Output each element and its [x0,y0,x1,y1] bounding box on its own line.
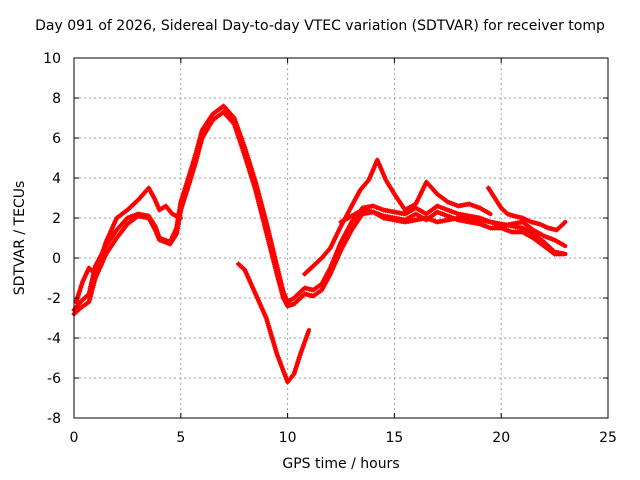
y-tick-label: 0 [52,251,61,267]
series-main-trace-a [71,103,568,313]
x-tick-label: 25 [599,430,617,446]
series-lower-dip-trace [235,261,311,385]
data-point [176,214,182,220]
data-point [561,251,566,257]
y-axis-ticks: -8 -6 -4 -2 0 2 4 6 8 10 [43,51,608,427]
y-tick-label: 8 [52,91,61,107]
data-traces [71,103,568,385]
data-point [561,220,567,226]
series-line [72,104,568,312]
series-upper-spike-trace [73,185,183,305]
series-afternoon-trace-c [338,207,568,248]
x-tick-label: 15 [385,430,403,446]
y-tick-label: 10 [43,51,61,67]
y-tick-label: 6 [52,131,61,147]
y-tick-label: -4 [47,331,61,347]
y-tick-label: 2 [52,211,61,227]
data-point [561,242,567,248]
x-axis-ticks: 0 5 10 15 20 25 [70,58,617,446]
x-tick-label: 0 [70,430,79,446]
y-axis-label: SDTVAR / TECUs [12,180,28,296]
series-afternoon-trace-a [302,157,493,277]
chart-title: Day 091 of 2026, Sidereal Day-to-day VTE… [35,18,605,34]
series-main-trace-b [71,109,568,317]
y-tick-label: -6 [47,371,61,387]
x-tick-label: 20 [492,430,510,446]
y-tick-label: 4 [52,171,61,187]
data-point [486,210,492,216]
x-tick-label: 5 [176,430,185,446]
y-tick-label: -2 [47,291,61,307]
plot-frame [73,57,609,419]
data-point [305,329,311,335]
x-axis-label: GPS time / hours [282,456,400,472]
series-afternoon-trace-b [485,185,568,233]
y-tick-label: -8 [47,411,61,427]
x-tick-label: 10 [279,430,297,446]
